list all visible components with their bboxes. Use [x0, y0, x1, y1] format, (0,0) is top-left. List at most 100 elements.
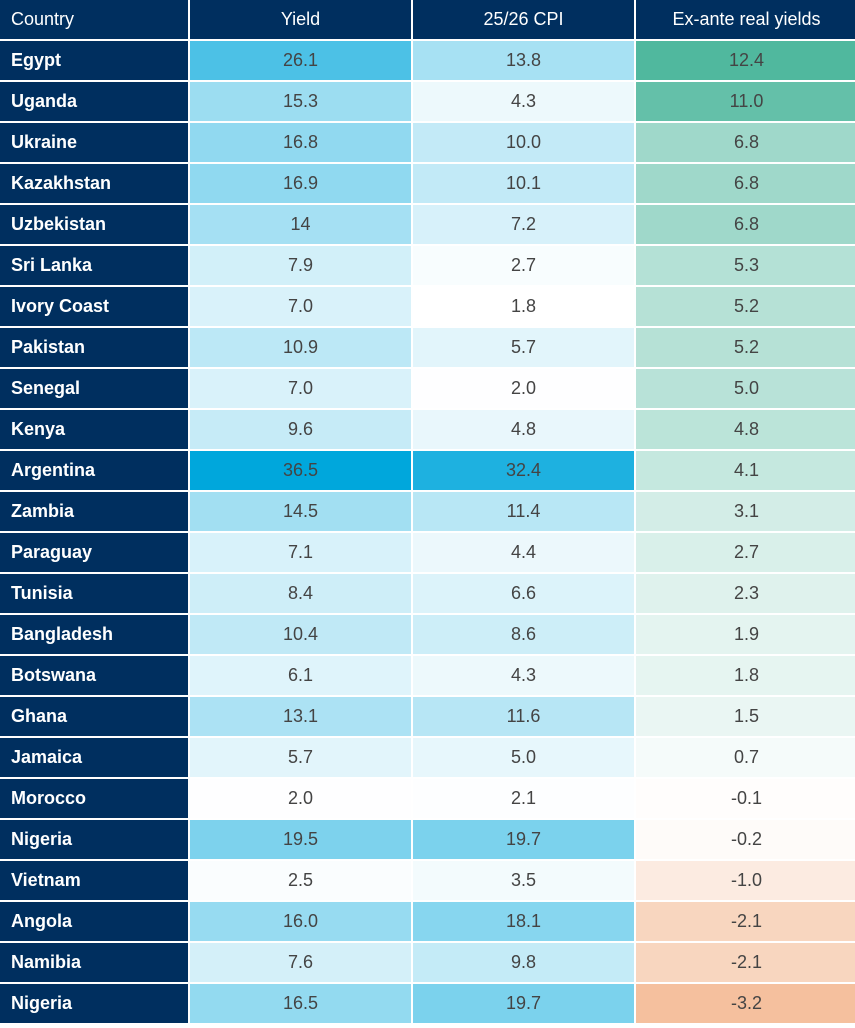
yield-cell: 9.6 — [190, 410, 411, 449]
yield-cell: 16.0 — [190, 902, 411, 941]
real-yield-cell: 4.1 — [636, 451, 855, 490]
real-yield-cell: 12.4 — [636, 41, 855, 80]
country-cell: Jamaica — [0, 738, 188, 777]
cpi-cell: 10.0 — [413, 123, 634, 162]
cpi-cell: 2.1 — [413, 779, 634, 818]
country-cell: Morocco — [0, 779, 188, 818]
country-cell: Nigeria — [0, 820, 188, 859]
country-cell: Ukraine — [0, 123, 188, 162]
yield-cell: 2.5 — [190, 861, 411, 900]
real-yield-cell: 11.0 — [636, 82, 855, 121]
real-yield-cell: 6.8 — [636, 164, 855, 203]
real-yield-cell: 0.7 — [636, 738, 855, 777]
country-cell: Tunisia — [0, 574, 188, 613]
country-cell: Kenya — [0, 410, 188, 449]
yield-cell: 16.9 — [190, 164, 411, 203]
real-yield-cell: 1.5 — [636, 697, 855, 736]
cpi-cell: 5.0 — [413, 738, 634, 777]
country-cell: Sri Lanka — [0, 246, 188, 285]
real-yield-cell: 1.8 — [636, 656, 855, 695]
country-cell: Uzbekistan — [0, 205, 188, 244]
country-cell: Pakistan — [0, 328, 188, 367]
yield-cell: 14.5 — [190, 492, 411, 531]
country-cell: Nigeria — [0, 984, 188, 1023]
cpi-cell: 7.2 — [413, 205, 634, 244]
real-yield-cell: 5.3 — [636, 246, 855, 285]
cpi-cell: 11.6 — [413, 697, 634, 736]
country-cell: Kazakhstan — [0, 164, 188, 203]
yield-cell: 7.9 — [190, 246, 411, 285]
real-yield-cell: -0.1 — [636, 779, 855, 818]
cpi-cell: 1.8 — [413, 287, 634, 326]
real-yield-cell: 5.0 — [636, 369, 855, 408]
cpi-cell: 8.6 — [413, 615, 634, 654]
header-cpi: 25/26 CPI — [413, 0, 634, 39]
country-cell: Ivory Coast — [0, 287, 188, 326]
cpi-cell: 2.0 — [413, 369, 634, 408]
real-yield-cell: 2.7 — [636, 533, 855, 572]
country-cell: Namibia — [0, 943, 188, 982]
yield-cell: 6.1 — [190, 656, 411, 695]
real-yield-cell: 4.8 — [636, 410, 855, 449]
cpi-cell: 13.8 — [413, 41, 634, 80]
header-real-yield: Ex-ante real yields — [636, 0, 855, 39]
real-yield-cell: 1.9 — [636, 615, 855, 654]
country-cell: Bangladesh — [0, 615, 188, 654]
country-cell: Egypt — [0, 41, 188, 80]
country-cell: Uganda — [0, 82, 188, 121]
real-yield-cell: 5.2 — [636, 287, 855, 326]
yield-cell: 8.4 — [190, 574, 411, 613]
real-yield-cell: -2.1 — [636, 943, 855, 982]
yield-cell: 7.0 — [190, 369, 411, 408]
cpi-cell: 4.3 — [413, 656, 634, 695]
yield-cell: 7.1 — [190, 533, 411, 572]
yield-cell: 5.7 — [190, 738, 411, 777]
cpi-cell: 11.4 — [413, 492, 634, 531]
cpi-cell: 4.3 — [413, 82, 634, 121]
yield-cell: 7.0 — [190, 287, 411, 326]
country-cell: Ghana — [0, 697, 188, 736]
country-cell: Vietnam — [0, 861, 188, 900]
cpi-cell: 3.5 — [413, 861, 634, 900]
real-yield-cell: -1.0 — [636, 861, 855, 900]
yield-cell: 2.0 — [190, 779, 411, 818]
yield-cell: 7.6 — [190, 943, 411, 982]
cpi-cell: 32.4 — [413, 451, 634, 490]
yield-cell: 16.8 — [190, 123, 411, 162]
real-yield-cell: -0.2 — [636, 820, 855, 859]
country-cell: Zambia — [0, 492, 188, 531]
real-yield-cell: 6.8 — [636, 205, 855, 244]
yield-cell: 13.1 — [190, 697, 411, 736]
real-yield-cell: -2.1 — [636, 902, 855, 941]
yield-cell: 19.5 — [190, 820, 411, 859]
country-cell: Senegal — [0, 369, 188, 408]
cpi-cell: 5.7 — [413, 328, 634, 367]
header-yield: Yield — [190, 0, 411, 39]
cpi-cell: 19.7 — [413, 984, 634, 1023]
cpi-cell: 4.8 — [413, 410, 634, 449]
yield-cell: 36.5 — [190, 451, 411, 490]
cpi-cell: 6.6 — [413, 574, 634, 613]
real-yield-cell: 2.3 — [636, 574, 855, 613]
yield-cell: 14 — [190, 205, 411, 244]
cpi-cell: 18.1 — [413, 902, 634, 941]
country-cell: Paraguay — [0, 533, 188, 572]
header-country: Country — [0, 0, 188, 39]
country-cell: Angola — [0, 902, 188, 941]
country-cell: Argentina — [0, 451, 188, 490]
real-yield-cell: 6.8 — [636, 123, 855, 162]
cpi-cell: 10.1 — [413, 164, 634, 203]
cpi-cell: 9.8 — [413, 943, 634, 982]
cpi-cell: 19.7 — [413, 820, 634, 859]
yield-cell: 15.3 — [190, 82, 411, 121]
country-cell: Botswana — [0, 656, 188, 695]
yield-cell: 26.1 — [190, 41, 411, 80]
cpi-cell: 4.4 — [413, 533, 634, 572]
real-yield-cell: -3.2 — [636, 984, 855, 1023]
real-yield-cell: 3.1 — [636, 492, 855, 531]
cpi-cell: 2.7 — [413, 246, 634, 285]
yield-cell: 10.9 — [190, 328, 411, 367]
real-yield-cell: 5.2 — [636, 328, 855, 367]
yield-cell: 10.4 — [190, 615, 411, 654]
